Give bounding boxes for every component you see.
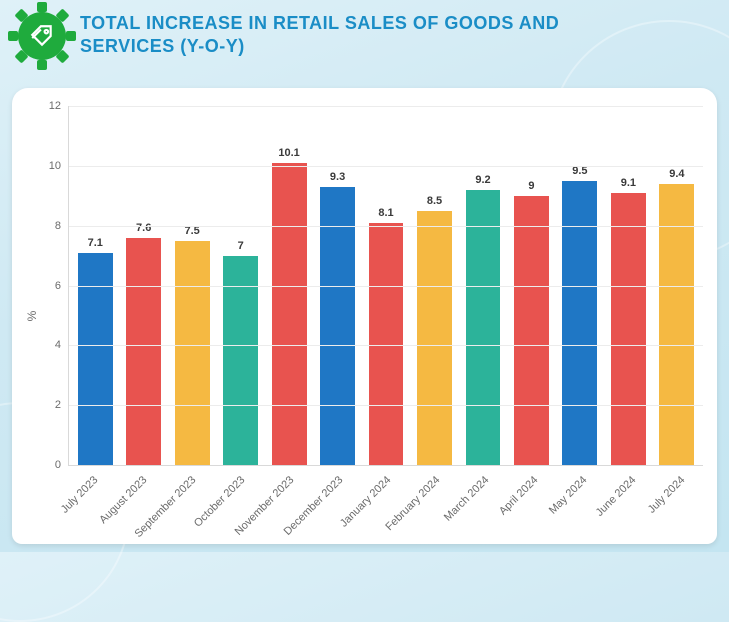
grid-line (69, 166, 703, 167)
bar-value-label: 10.1 (278, 147, 299, 159)
bar-value-label: 9.1 (621, 177, 636, 189)
y-axis-label: % (25, 311, 39, 322)
y-tick-label: 10 (49, 160, 69, 172)
x-tick-label: July 2024 (654, 466, 703, 544)
bar: 8.1 (369, 223, 404, 465)
bar-value-label: 7.1 (88, 237, 103, 249)
page-title: TOTAL INCREASE IN RETAIL SALES OF GOODS … (80, 12, 640, 57)
chart-card: % 7.1 7.6 7.5 7 10.1 9.3 8.1 8.5 9.2 9 9.5 9.1 9.4 0… (12, 88, 717, 544)
grid-line (69, 226, 703, 227)
bar: 7.1 (78, 253, 113, 465)
bar-value-label: 9.4 (669, 168, 684, 180)
bar-value-label: 8.1 (378, 207, 393, 219)
bar-value-label: 8.5 (427, 195, 442, 207)
bar-value-label: 9.3 (330, 171, 345, 183)
bar-value-label: 9 (528, 180, 534, 192)
y-tick-label: 8 (55, 220, 69, 232)
y-tick-label: 2 (55, 399, 69, 411)
bar: 9 (514, 196, 549, 465)
bar: 7 (223, 256, 258, 465)
bar: 7.5 (175, 241, 210, 465)
y-tick-label: 6 (55, 280, 69, 292)
bar: 10.1 (272, 163, 307, 465)
bar: 9.3 (320, 187, 355, 465)
grid-line (69, 286, 703, 287)
grid-line (69, 405, 703, 406)
bar-value-label: 7 (238, 240, 244, 252)
chart-plot-area: 7.17.67.5710.19.38.18.59.299.59.19.4 024… (68, 106, 703, 466)
bar-value-label: 9.2 (475, 174, 490, 186)
bar: 9.1 (611, 193, 646, 465)
price-tag-icon (18, 12, 66, 60)
bar: 7.6 (126, 238, 161, 465)
grid-line (69, 345, 703, 346)
bar: 9.2 (466, 190, 501, 465)
x-axis-ticks: July 2023August 2023September 2023Octobe… (68, 466, 703, 544)
y-tick-label: 0 (55, 459, 69, 471)
bar: 9.5 (562, 181, 597, 465)
grid-line (69, 106, 703, 107)
y-tick-label: 4 (55, 339, 69, 351)
bar: 8.5 (417, 211, 452, 465)
y-tick-label: 12 (49, 100, 69, 112)
bar-value-label: 7.6 (136, 222, 151, 234)
